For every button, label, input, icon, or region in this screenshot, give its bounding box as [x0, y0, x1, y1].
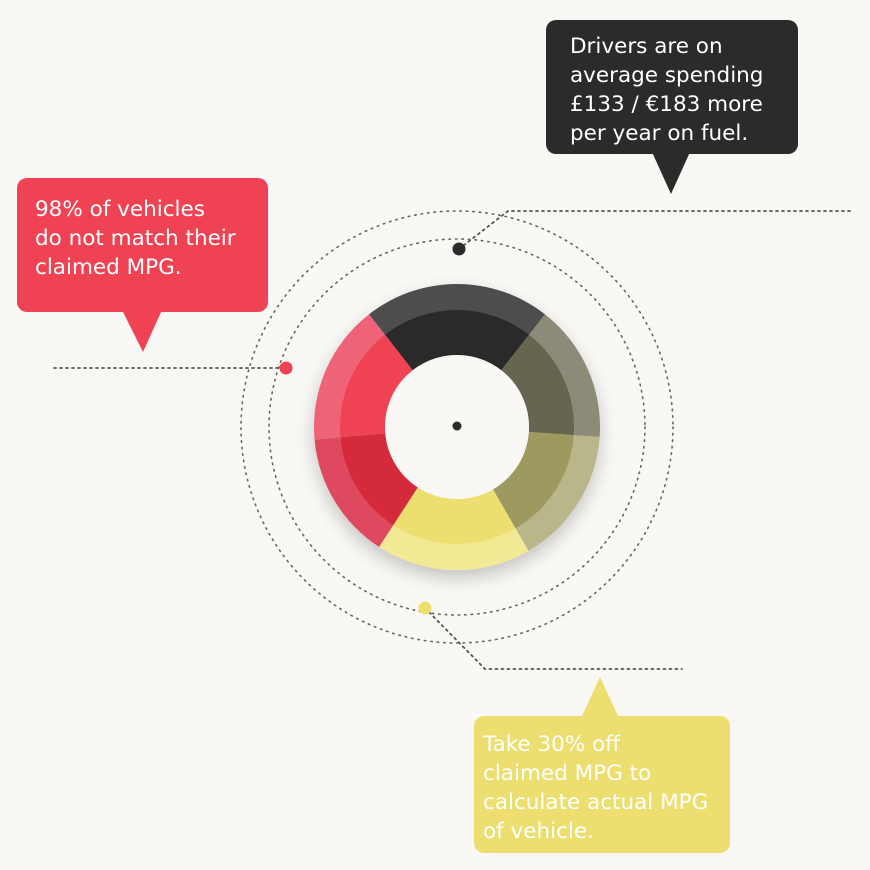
dark-segment-outer: [368, 284, 546, 336]
olive-segment-outer: [528, 314, 600, 437]
red-callout-tail: [122, 310, 162, 352]
yellow-segment-inner: [393, 487, 516, 544]
fuel-spend-callout: Drivers are on average spending £133 / €…: [546, 20, 798, 154]
outer-orbit-ring: [240, 210, 674, 644]
segmented-donut-wheel: [314, 284, 600, 570]
center-dot: [452, 421, 462, 431]
khaki-segment-inner: [493, 432, 574, 529]
yellow-callout-tail: [581, 677, 619, 718]
dark-connector-line: [458, 210, 853, 250]
dark-segment-inner: [384, 309, 530, 371]
red-marker-dot: [279, 361, 293, 375]
yellow-marker-dot: [418, 601, 432, 615]
actual-mpg-text: Take 30% off claimed MPG to calculate ac…: [483, 732, 709, 844]
olive-segment-inner: [501, 334, 574, 436]
fuel-spend-text: Drivers are on average spending £133 / €…: [570, 34, 764, 146]
khaki-segment-outer: [515, 435, 600, 551]
yellow-connector-line: [424, 607, 683, 670]
dark-marker-dot: [452, 242, 466, 256]
dark-callout-tail: [652, 152, 690, 194]
red-segment-inner: [340, 334, 413, 438]
deep-red-segment-outer: [314, 437, 394, 547]
mpg-mismatch-callout: 98% of vehicles do not match their claim…: [17, 178, 268, 312]
red-segment-outer: [314, 314, 386, 440]
mpg-mismatch-text: 98% of vehicles do not match their claim…: [35, 197, 236, 280]
deep-red-segment-inner: [340, 433, 418, 526]
actual-mpg-callout: Take 30% off claimed MPG to calculate ac…: [474, 716, 730, 853]
inner-orbit-ring: [268, 238, 646, 616]
